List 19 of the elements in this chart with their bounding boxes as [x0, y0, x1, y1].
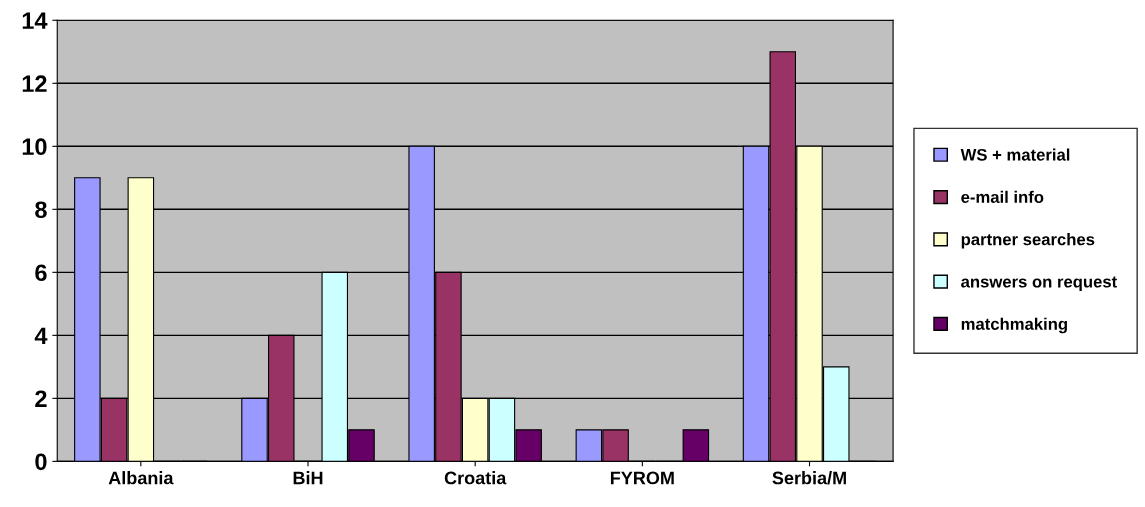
x-tick-label: BiH — [293, 471, 323, 485]
y-tick-label: 10 — [22, 138, 47, 156]
legend-label: partner searches — [961, 233, 1095, 249]
y-tick-label: 4 — [34, 327, 48, 344]
legend-label: WS + material — [960, 148, 1070, 161]
x-tick-label: Albania — [108, 471, 174, 485]
x-tick-label: FYROM — [610, 471, 674, 485]
x-tick-label: Croatia — [444, 471, 507, 485]
y-tick-label: 12 — [22, 75, 47, 92]
x-tick-label: Serbia/M — [772, 471, 846, 485]
y-tick-label: 8 — [35, 201, 47, 219]
y-tick-label: 6 — [35, 264, 47, 282]
legend-label: matchmaking — [961, 317, 1067, 334]
y-tick-label: 14 — [22, 12, 48, 29]
legend-label: e-mail info — [961, 190, 1044, 204]
y-tick-label: 2 — [35, 390, 47, 407]
bar — [682, 429, 710, 462]
legend-label: answers on request — [961, 276, 1117, 291]
y-tick-label: 0 — [35, 453, 47, 471]
